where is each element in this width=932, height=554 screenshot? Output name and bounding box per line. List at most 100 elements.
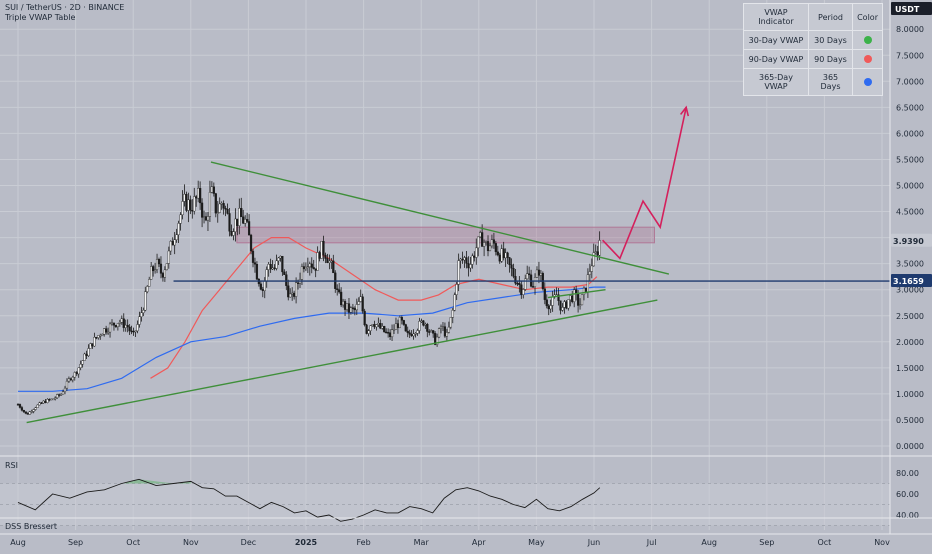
candle-body <box>134 330 137 333</box>
candle-body <box>40 402 43 404</box>
candle-body <box>394 323 398 330</box>
green-dot-icon <box>863 36 872 44</box>
candle-body <box>451 309 454 318</box>
x-tick-label: Oct <box>126 538 140 547</box>
candle-body <box>559 300 562 311</box>
candle-body <box>73 372 76 378</box>
candle-body <box>508 257 511 265</box>
candle-body <box>398 317 401 328</box>
candle-body <box>18 404 22 408</box>
candle-body <box>306 266 309 268</box>
vwap-period: 30 Days <box>807 30 854 50</box>
candle-body <box>187 199 190 211</box>
candle-body <box>596 251 599 256</box>
candle-body <box>347 303 351 313</box>
candle-body <box>510 264 513 269</box>
candle-body <box>594 251 597 253</box>
candle-body <box>357 301 360 305</box>
y-tick-label: 2.5000 <box>896 312 924 321</box>
dss-label: DSS Bressert <box>5 522 58 531</box>
candle-body <box>408 332 411 335</box>
trendline <box>547 289 606 299</box>
candle-body <box>435 336 439 345</box>
candle-body <box>93 336 96 347</box>
candle-body <box>592 252 595 267</box>
candle-body <box>355 304 358 311</box>
candle-body <box>341 301 345 306</box>
hline-price-badge-bg <box>891 274 932 288</box>
y-tick-label: 3.0000 <box>896 286 924 295</box>
vwap-period: 90 Days <box>807 49 854 69</box>
candle-body <box>296 282 300 284</box>
candle-body <box>537 269 541 276</box>
candle-body <box>106 331 110 334</box>
candle-body <box>543 288 546 300</box>
candle-body <box>46 399 49 403</box>
candle-body <box>506 252 509 258</box>
candle-body <box>526 273 529 280</box>
candle-body <box>365 324 368 334</box>
projection-arrowhead <box>679 105 690 117</box>
candle-body <box>412 333 415 337</box>
candle-body <box>304 267 307 270</box>
candle-body <box>222 203 225 209</box>
rsi-tick-label: 80.00 <box>896 469 919 478</box>
candle-body <box>69 378 72 381</box>
candle-body <box>455 284 458 295</box>
candle-body <box>273 267 276 270</box>
candle-body <box>578 304 582 307</box>
candle-body <box>439 326 443 329</box>
candle-body <box>191 210 194 212</box>
candle-body <box>396 323 400 328</box>
candle-body <box>197 188 200 199</box>
candle-body <box>371 324 374 326</box>
candle-body <box>465 257 468 264</box>
candle-body <box>189 199 192 211</box>
candle-body <box>533 277 537 287</box>
candle-body <box>416 330 419 334</box>
candle-body <box>42 400 45 404</box>
candle-body <box>202 216 206 218</box>
candle-body <box>44 400 47 403</box>
candle-body <box>238 208 241 226</box>
candle-body <box>105 328 108 333</box>
candle-body <box>214 193 217 214</box>
x-tick-label: 2025 <box>295 538 318 547</box>
candle-body <box>30 411 33 413</box>
candle-body <box>293 292 296 297</box>
candle-body <box>531 286 535 288</box>
candle-body <box>586 274 589 293</box>
candle-body <box>300 266 304 280</box>
candle-body <box>142 309 145 314</box>
y-tick-label: 1.5000 <box>896 364 924 373</box>
candle-body <box>449 317 452 328</box>
candle-body <box>590 265 593 272</box>
candle-body <box>161 273 165 278</box>
candle-body <box>140 312 143 317</box>
resistance-zone <box>236 226 655 244</box>
candle-body <box>390 329 394 338</box>
candle-body <box>518 283 521 285</box>
candle-body <box>516 282 519 285</box>
candle-body <box>322 241 325 256</box>
candle-body <box>481 232 484 247</box>
y-tick-label: 5.0000 <box>896 182 924 191</box>
candle-body <box>159 263 163 274</box>
candle-body <box>108 323 112 333</box>
candle-body <box>535 269 539 278</box>
y-tick-label: 0.0000 <box>896 442 924 451</box>
candle-body <box>392 329 396 331</box>
candle-body <box>63 387 67 392</box>
candle-body <box>324 254 327 259</box>
candle-body <box>461 258 464 261</box>
candle-body <box>316 252 319 271</box>
candle-body <box>426 324 429 332</box>
candle-body <box>177 223 180 235</box>
candle-body <box>330 260 333 263</box>
candle-body <box>375 324 378 328</box>
candle-body <box>38 402 41 406</box>
candle-body <box>81 360 84 365</box>
candle-body <box>359 296 362 302</box>
candle-body <box>152 266 155 272</box>
candle-body <box>432 330 435 334</box>
